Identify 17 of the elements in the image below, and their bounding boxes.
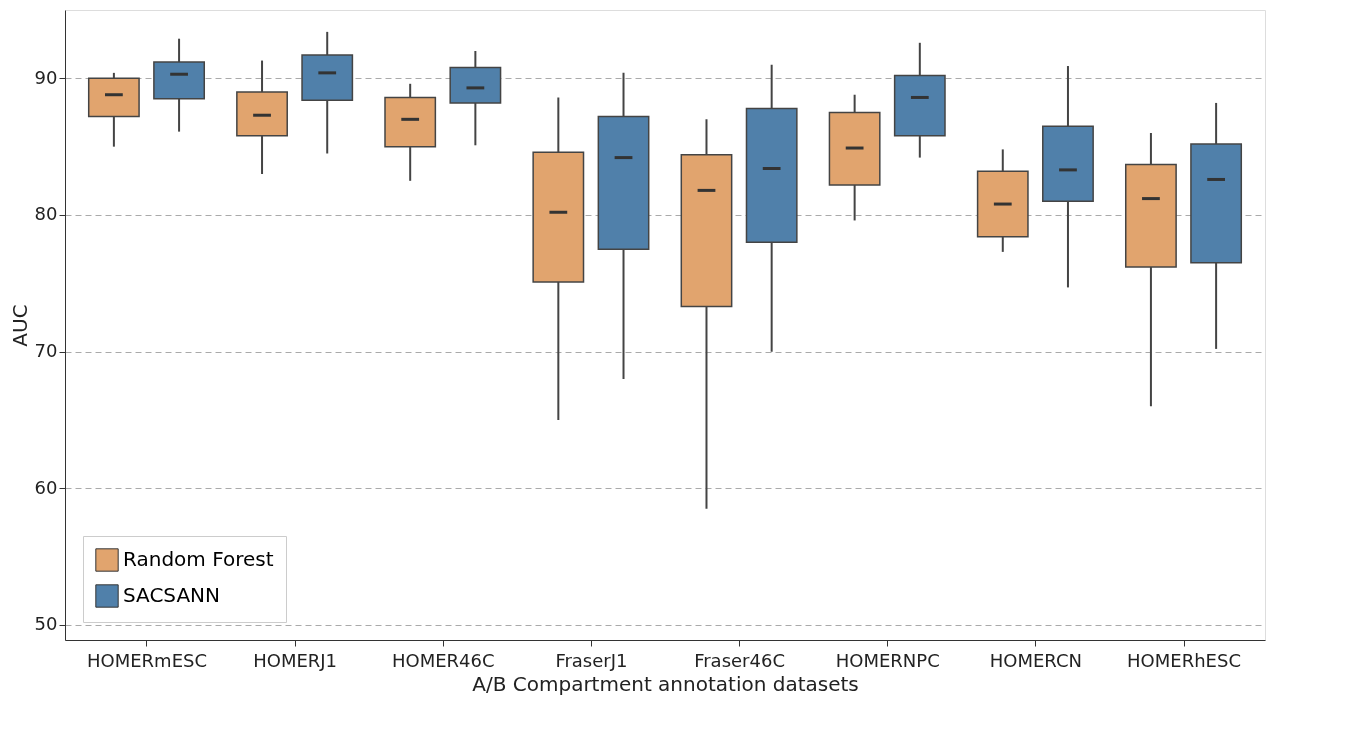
- y-axis-title: AUC: [7, 304, 32, 347]
- x-tick-label: HOMERhESC: [1127, 649, 1241, 671]
- x-tick-label: HOMERCN: [989, 649, 1082, 671]
- y-tick-label: 60: [34, 476, 58, 498]
- y-tick-label: 90: [34, 66, 58, 88]
- legend-label: Random Forest: [123, 547, 274, 571]
- x-axis-title: A/B Compartment annotation datasets: [472, 671, 859, 696]
- y-tick-label: 50: [34, 613, 58, 635]
- x-tick-label: HOMERmESC: [86, 649, 207, 671]
- x-tick-label: HOMERNPC: [835, 649, 940, 671]
- x-tick-label: HOMER46C: [391, 649, 495, 671]
- y-tick-label: 70: [34, 340, 58, 362]
- x-tick-label: FraserJ1: [555, 649, 628, 671]
- legend-label: SACSANN: [123, 583, 221, 607]
- y-tick-label: 80: [34, 203, 58, 225]
- x-tick-label: HOMERJ1: [253, 649, 338, 671]
- x-tick-label: Fraser46C: [694, 649, 785, 671]
